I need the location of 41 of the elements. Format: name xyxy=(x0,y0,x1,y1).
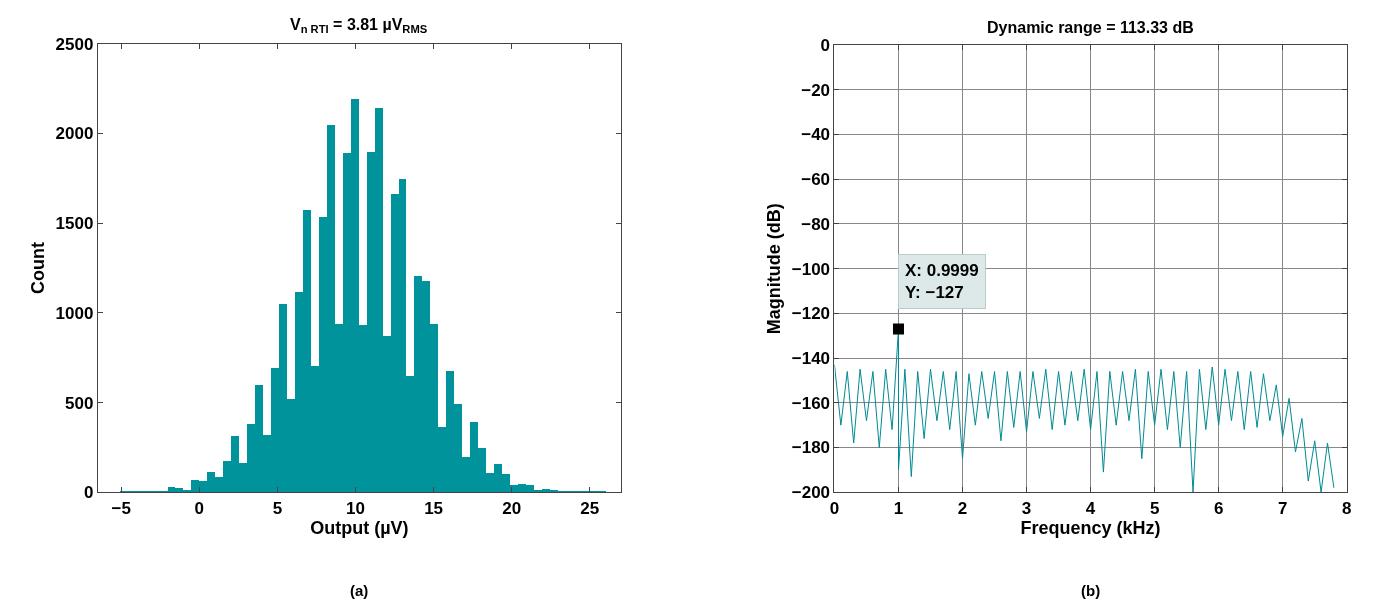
x-tick-label: 1 xyxy=(893,498,904,518)
y-tick-label: −120 xyxy=(791,304,831,324)
y-tick-label: −140 xyxy=(791,349,831,369)
x-tick-label: 5 xyxy=(272,498,283,518)
x-tick-label: 8 xyxy=(1341,498,1352,518)
x-tick-label: 0 xyxy=(194,498,205,518)
x-tick-label: 15 xyxy=(424,498,444,518)
y-tick-label: 2000 xyxy=(55,124,94,144)
y-tick-label: 2500 xyxy=(55,34,94,54)
y-tick-label: 1500 xyxy=(55,214,94,234)
x-axis-title: Output (µV) xyxy=(310,517,409,538)
y-axis-title: Magnitude (dB) xyxy=(763,203,784,335)
y-tick-label: −60 xyxy=(801,170,831,190)
chart-title: Dynamic range = 113.33 dB xyxy=(987,19,1194,36)
x-tick-label: 7 xyxy=(1277,498,1288,518)
annotation: X: 0.9999 Y: −127 xyxy=(905,261,979,303)
y-tick-label: 1000 xyxy=(55,303,94,323)
x-tick-label: 6 xyxy=(1213,498,1224,518)
y-tick-label: −80 xyxy=(801,214,831,234)
y-tick-label: 0 xyxy=(820,36,831,56)
chart-title: V$_{n RTI}$ = 3.81 µV$_{RMS}$ xyxy=(290,16,428,36)
y-tick-label: −100 xyxy=(791,259,831,279)
text: (a) xyxy=(350,582,369,599)
x-tick-label: 4 xyxy=(1085,498,1096,518)
y-tick-label: −160 xyxy=(791,393,831,413)
x-tick-label: 25 xyxy=(580,498,600,518)
y-tick-label: −180 xyxy=(791,438,831,458)
y-tick-label: 0 xyxy=(83,483,94,503)
x-tick-label: 5 xyxy=(1149,498,1160,518)
x-axis-title: Frequency (kHz) xyxy=(1020,517,1161,538)
text: (b) xyxy=(1081,582,1101,599)
y-axis-title: Count xyxy=(27,242,48,295)
x-tick-label: 20 xyxy=(502,498,522,518)
y-tick-label: −20 xyxy=(801,80,831,100)
x-tick-label: 2 xyxy=(957,498,968,518)
x-tick-label: −5 xyxy=(111,498,131,518)
x-tick-label: 3 xyxy=(1021,498,1032,518)
y-tick-label: 500 xyxy=(64,393,94,413)
y-tick-label: −40 xyxy=(801,125,831,145)
x-tick-label: 10 xyxy=(346,498,365,518)
y-tick-label: −200 xyxy=(791,483,831,503)
